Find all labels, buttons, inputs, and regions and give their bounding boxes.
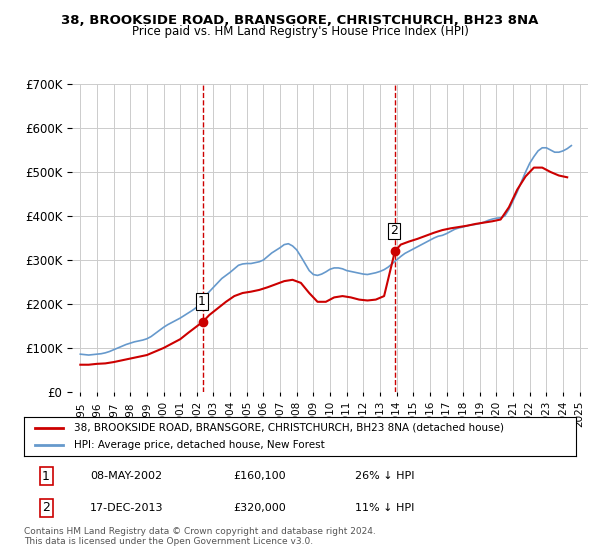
Text: Price paid vs. HM Land Registry's House Price Index (HPI): Price paid vs. HM Land Registry's House … <box>131 25 469 38</box>
Text: 38, BROOKSIDE ROAD, BRANSGORE, CHRISTCHURCH, BH23 8NA (detached house): 38, BROOKSIDE ROAD, BRANSGORE, CHRISTCHU… <box>74 423 503 433</box>
Text: 26% ↓ HPI: 26% ↓ HPI <box>355 472 415 482</box>
Text: 1: 1 <box>42 470 50 483</box>
Text: £160,100: £160,100 <box>234 472 286 482</box>
Text: 08-MAY-2002: 08-MAY-2002 <box>90 472 163 482</box>
Text: 2: 2 <box>390 225 398 237</box>
Text: £320,000: £320,000 <box>234 503 287 513</box>
Text: 38, BROOKSIDE ROAD, BRANSGORE, CHRISTCHURCH, BH23 8NA: 38, BROOKSIDE ROAD, BRANSGORE, CHRISTCHU… <box>61 14 539 27</box>
Text: Contains HM Land Registry data © Crown copyright and database right 2024.
This d: Contains HM Land Registry data © Crown c… <box>24 526 376 546</box>
Text: 2: 2 <box>42 501 50 514</box>
Text: 17-DEC-2013: 17-DEC-2013 <box>90 503 164 513</box>
Text: 11% ↓ HPI: 11% ↓ HPI <box>355 503 415 513</box>
Text: 1: 1 <box>198 295 206 308</box>
Text: HPI: Average price, detached house, New Forest: HPI: Average price, detached house, New … <box>74 440 325 450</box>
